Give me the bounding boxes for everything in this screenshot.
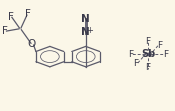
Text: F: F (145, 37, 150, 46)
Text: N: N (81, 27, 90, 37)
Text: O: O (28, 39, 36, 49)
Text: F: F (25, 9, 31, 19)
Text: F: F (2, 26, 8, 36)
Text: +: + (86, 26, 93, 35)
Text: N: N (81, 14, 90, 24)
Text: F: F (158, 41, 163, 50)
Text: F: F (163, 50, 168, 59)
Text: Sb: Sb (141, 49, 155, 59)
Text: F: F (145, 63, 150, 72)
Text: F: F (133, 59, 138, 68)
Text: F: F (128, 50, 133, 59)
Text: F: F (8, 12, 13, 22)
